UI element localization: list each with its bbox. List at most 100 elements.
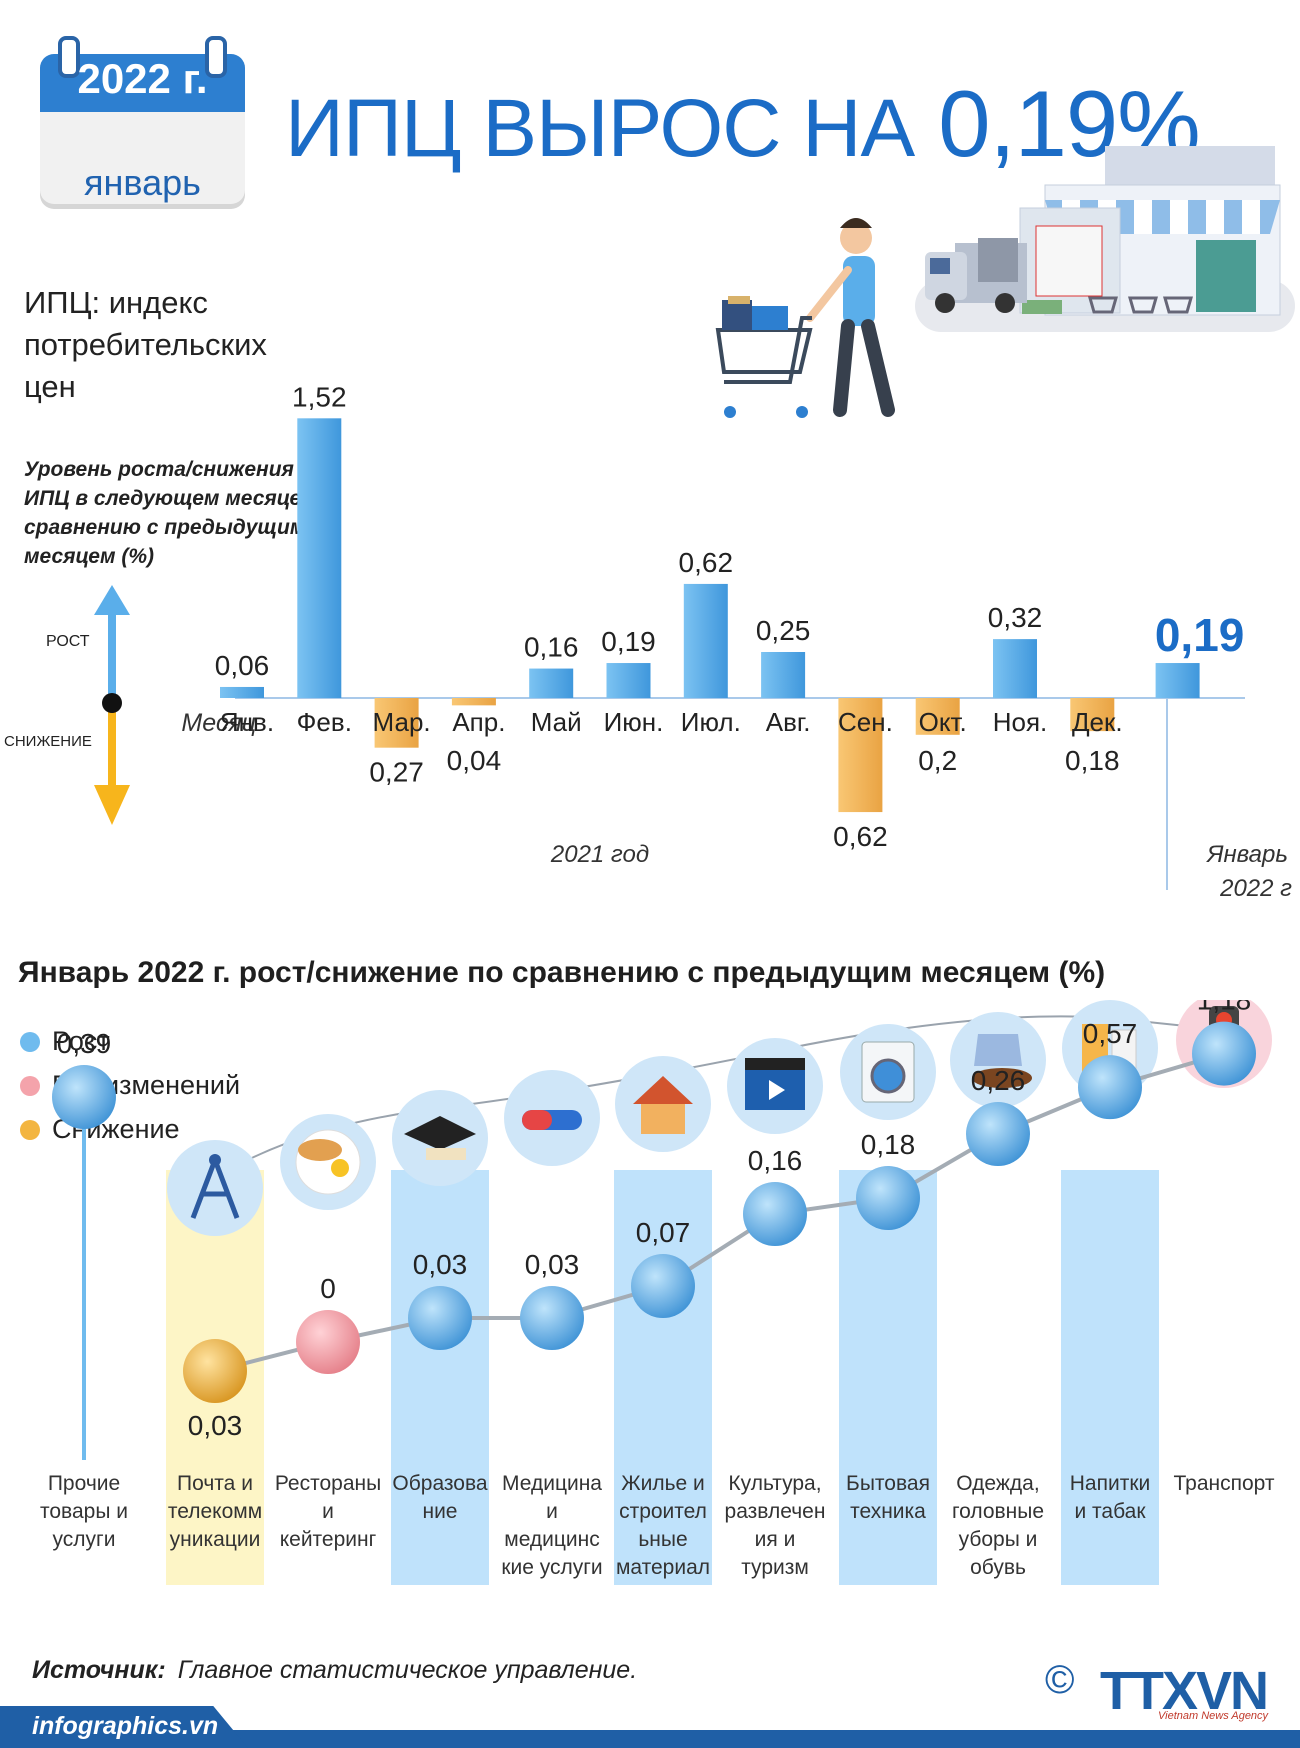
copyright-icon: © (1045, 1658, 1075, 1702)
value-label: 0,07 (636, 1217, 691, 1248)
bar (683, 583, 728, 698)
category-label: Образова ние (385, 1470, 495, 1526)
chart1-note: Уровень роста/снижения ИПЦ в следующем м… (24, 458, 333, 568)
source-line: Источник: Главное статистическое управлен… (32, 1656, 637, 1685)
bread (298, 1139, 342, 1161)
footer-tab (0, 1706, 248, 1748)
bar-value-label: 0,32 (988, 602, 1043, 633)
value-ball (296, 1310, 360, 1374)
shoe (972, 1068, 1032, 1088)
bar (374, 698, 419, 748)
category-label-line: и (546, 1500, 558, 1523)
bar-value-label: 0,62 (833, 821, 888, 852)
category-label-line: Медицина (502, 1472, 602, 1495)
value-label: 0,03 (413, 1249, 468, 1280)
month-tick-label: Окт. (919, 707, 967, 737)
category-label-line: услуги (52, 1528, 116, 1551)
period-label-2021: 2021 год (550, 841, 649, 868)
bar-value-label: 0,16 (524, 632, 579, 663)
category-label-line: ьные (638, 1528, 688, 1551)
bar-value-label: 0,19 (1155, 609, 1245, 661)
egg-yolk (331, 1159, 349, 1177)
category-label: Напитки и табак (1055, 1470, 1165, 1526)
period-label-jan-2022: Январь (1205, 841, 1288, 868)
value-ball (408, 1286, 472, 1350)
shopper-illustration (715, 218, 895, 418)
value-connector (214, 1051, 1225, 1373)
category-label-line: обувь (970, 1556, 1026, 1579)
value-label: 0,26 (971, 1065, 1026, 1096)
month-tick-label: Дек. (1072, 707, 1123, 737)
month-tick-label: Мар. (373, 707, 431, 737)
bar-value-label: 0,04 (447, 745, 502, 776)
source-label: Источник: (32, 1656, 166, 1684)
category-label-line: Жилье и (621, 1472, 705, 1495)
calendar-month: январь (84, 162, 201, 203)
period-label-jan-2022-year: 2022 г (1219, 875, 1292, 902)
category-label-line: Транспорт (1173, 1472, 1275, 1495)
antenna-tower-icon (167, 1140, 263, 1236)
value-label: 0,03 (525, 1249, 580, 1280)
bar (761, 652, 806, 698)
growth-label: РОСТ (46, 633, 90, 650)
category-label-line: материал (615, 1556, 711, 1579)
direction-arrows (94, 585, 130, 825)
month-tick-label: Июл. (681, 707, 741, 737)
plate (295, 1129, 361, 1195)
truck-illustration (925, 238, 1027, 313)
value-ball (631, 1254, 695, 1318)
cap-glyph (404, 1116, 476, 1150)
category-label-line: Одежда, (956, 1472, 1040, 1495)
chart2-title: Январь 2022 г. рост/снижение по сравнени… (18, 956, 1106, 989)
arrow-down-icon (94, 705, 130, 825)
category-label-line: телекомм (167, 1500, 263, 1523)
bar (915, 698, 960, 735)
bar-value-label: 0,27 (369, 757, 424, 788)
category-label: Одежда, головные уборы и обувь (943, 1470, 1053, 1582)
bar-value-label: 0,25 (756, 615, 811, 646)
shirt (974, 1034, 1022, 1066)
category-label: Бытовая техника (833, 1470, 943, 1526)
x-axis-title: Месяц (181, 709, 256, 737)
category-cpi-chart: 0,39 0,03 0 0,03 0,03 0,07 0,16 0,18 0,26 0,57 1,1… (52, 1000, 1272, 1585)
month-tick-label: Авг. (766, 707, 811, 737)
category-label-line: уборы и (958, 1528, 1038, 1551)
value-ball (743, 1182, 807, 1246)
bar-value-label: 0,62 (679, 547, 734, 578)
legend-dot-decline (20, 1120, 40, 1140)
category-highlight-column (614, 1170, 712, 1585)
category-label-line: Прочие (47, 1472, 121, 1495)
play-glyph (769, 1080, 785, 1100)
bar-value-label: 0,2 (918, 745, 957, 776)
zero-dot (102, 693, 122, 713)
category-label-line: ия и (754, 1528, 796, 1551)
diploma (426, 1148, 466, 1160)
bar (1070, 698, 1115, 732)
clapper (745, 1058, 805, 1070)
category-label-line: Культура, (728, 1472, 822, 1495)
value-label: 0,57 (1083, 1018, 1138, 1049)
category-label-line: кейтеринг (279, 1528, 377, 1551)
roof (633, 1076, 693, 1104)
bar (451, 698, 496, 706)
category-highlight-column (839, 1170, 937, 1585)
category-label-line: строител (619, 1500, 707, 1523)
bar (1155, 663, 1200, 698)
value-ball (856, 1166, 920, 1230)
bar-value-label: 0,18 (1065, 745, 1120, 776)
category-label: Культура, развлечен ия и туризм (720, 1470, 830, 1582)
category-label-line: Рестораны (274, 1472, 382, 1495)
calendar-badge: 2022 г. январь (40, 36, 245, 208)
bar (297, 418, 342, 698)
month-tick-label: Май (531, 707, 582, 737)
legend-item-growth: Рост (20, 1026, 110, 1057)
bar-value-label: 0,19 (601, 626, 656, 657)
bar (993, 639, 1037, 698)
category-label: Рестораны и кейтеринг (273, 1470, 383, 1554)
value-label: 0,03 (188, 1410, 243, 1441)
value-ball (520, 1286, 584, 1350)
decline-label: СНИЖЕНИЕ (4, 733, 92, 750)
site-link[interactable]: infographics.vn (32, 1712, 219, 1740)
month-tick-label: Июн. (604, 707, 664, 737)
legend-dot-growth (20, 1032, 40, 1052)
